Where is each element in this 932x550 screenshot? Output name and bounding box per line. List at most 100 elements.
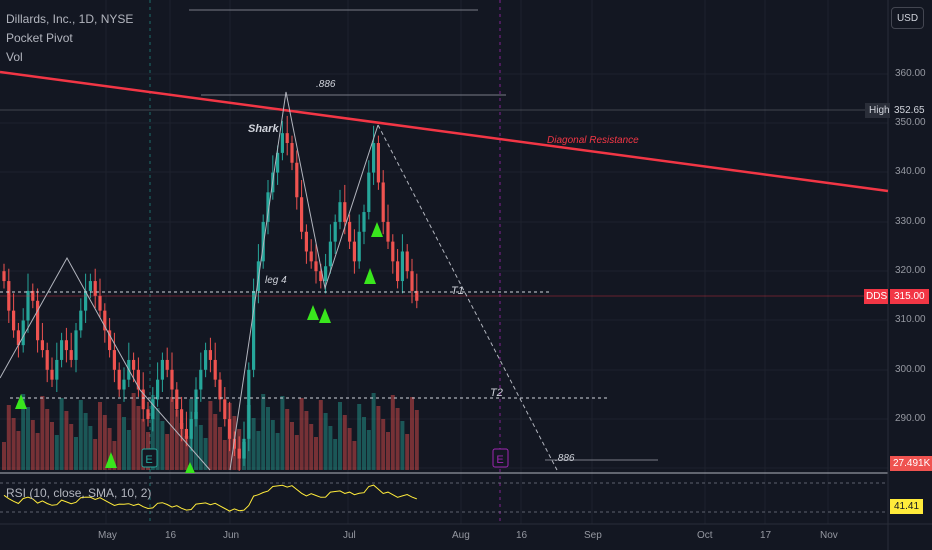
volume-bar xyxy=(309,424,314,470)
volume-bar xyxy=(294,435,299,470)
candle-body xyxy=(151,399,155,420)
pocket-pivot-signals xyxy=(15,222,383,473)
candle-body xyxy=(381,182,385,222)
candle-body xyxy=(69,350,73,360)
candle-body xyxy=(309,251,313,262)
candle-body xyxy=(319,271,323,282)
volume-bar xyxy=(390,395,395,470)
high-tag-label: High xyxy=(865,103,894,118)
volume-bar xyxy=(338,402,342,470)
projection-line xyxy=(377,124,558,471)
volume-bar xyxy=(352,441,357,470)
time-tick: May xyxy=(98,530,117,541)
candle-body xyxy=(290,143,294,163)
signal-triangle xyxy=(105,452,117,468)
candle-body xyxy=(132,359,136,370)
signal-triangle xyxy=(319,308,331,323)
candle-body xyxy=(237,448,241,459)
volume-bar xyxy=(194,412,198,470)
volume-bar xyxy=(69,424,74,470)
volume-bar xyxy=(11,418,16,470)
time-tick: Nov xyxy=(820,530,838,541)
candle-body xyxy=(213,359,217,380)
currency-button[interactable]: USD xyxy=(891,7,924,29)
volume-bar xyxy=(410,397,414,470)
volume-bar xyxy=(222,440,227,470)
volume-bar xyxy=(304,411,309,470)
volume-bar xyxy=(314,437,318,470)
candle-body xyxy=(146,409,150,420)
candle-body xyxy=(117,369,121,390)
t1-label: T1 xyxy=(451,285,464,297)
time-tick: Aug xyxy=(452,530,470,541)
time-tick: Sep xyxy=(584,530,602,541)
indicator-volume[interactable]: Vol xyxy=(6,50,23,64)
fib-top-label: .886 xyxy=(316,79,336,90)
volume-bar xyxy=(59,398,64,470)
volume-bar xyxy=(251,418,256,470)
volume-bar xyxy=(266,407,270,470)
volume-bar xyxy=(107,428,112,470)
volume-bar xyxy=(290,422,294,470)
volume-bar xyxy=(347,428,352,470)
earnings-icon xyxy=(492,448,509,468)
price-tick: 340.00 xyxy=(895,166,926,177)
signal-triangle xyxy=(307,305,319,320)
volume-bar xyxy=(21,394,26,470)
candle-body xyxy=(376,143,380,183)
symbol-title[interactable]: Dillards, Inc., 1D, NYSE xyxy=(6,12,134,26)
rsi-value-tag: 41.41 xyxy=(890,499,924,514)
time-tick: Jul xyxy=(343,530,356,541)
chart-legend: Dillards, Inc., 1D, NYSE Pocket Pivot Vo… xyxy=(6,10,133,67)
candle-body xyxy=(396,261,400,282)
volume-bar xyxy=(299,398,304,470)
volume-bar xyxy=(78,400,83,470)
price-tick: 300.00 xyxy=(895,364,926,375)
candle-body xyxy=(338,202,342,222)
candle-body xyxy=(391,241,395,262)
volume-tag: 27.491K xyxy=(890,456,932,471)
candle-body xyxy=(276,152,280,173)
candle-body xyxy=(208,350,212,360)
last-price-tag: 315.00 xyxy=(890,289,929,304)
volume-bar xyxy=(136,406,141,470)
candle-body xyxy=(55,359,59,380)
volume-bar xyxy=(64,411,69,470)
candle-body xyxy=(141,389,145,410)
shark-label: Shark xyxy=(248,123,279,135)
candle-body xyxy=(122,379,126,390)
volume-bar xyxy=(366,430,371,470)
time-tick: 17 xyxy=(760,530,772,541)
candle-body xyxy=(410,271,414,291)
earnings-label: E xyxy=(496,454,503,466)
candle-body xyxy=(352,241,356,262)
candle-body xyxy=(343,202,347,222)
volume-bar xyxy=(30,420,35,470)
volume-bar xyxy=(179,423,184,470)
candle-body xyxy=(84,290,88,311)
volume-bar xyxy=(170,397,174,470)
t2-label: T2 xyxy=(490,387,503,399)
indicator-pocket-pivot[interactable]: Pocket Pivot xyxy=(6,31,73,45)
signal-triangle xyxy=(364,268,376,284)
time-tick: 16 xyxy=(165,530,177,541)
volume-bar xyxy=(150,395,155,470)
volume-bar xyxy=(376,406,381,470)
candle-body xyxy=(112,350,116,370)
volume-bar xyxy=(198,425,203,470)
xabcd-pattern-left xyxy=(0,256,211,471)
candle-body xyxy=(180,409,184,429)
rsi-legend[interactable]: RSI (10, close, SMA, 10, 2) xyxy=(6,486,152,500)
candle-body xyxy=(304,231,308,252)
leg4-label: leg 4 xyxy=(265,275,287,286)
volume-bar xyxy=(50,422,54,470)
volume-bar xyxy=(371,393,376,470)
candle-body xyxy=(204,350,208,370)
candle-body xyxy=(108,330,112,351)
candle-body xyxy=(405,251,409,272)
candle-body xyxy=(348,221,352,242)
candle-body xyxy=(189,419,193,439)
volume-bar xyxy=(323,413,328,470)
candle-body xyxy=(242,438,246,459)
